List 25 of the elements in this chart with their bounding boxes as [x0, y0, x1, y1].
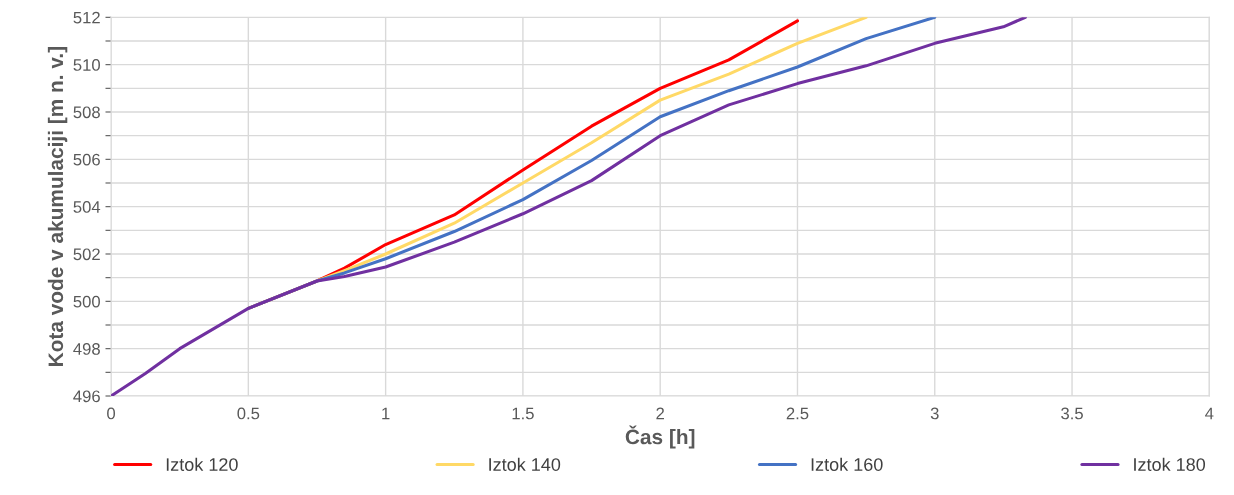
y-tick-label: 500: [73, 295, 100, 308]
y-axis-title: Kota vode v akumulaciji [m n. v.]: [47, 47, 68, 366]
line-series: [111, 17, 1027, 396]
x-tick-label: 4: [1205, 407, 1214, 420]
legend-label: Iztok 160: [811, 457, 883, 471]
y-tick-label: 496: [73, 390, 100, 403]
x-axis-title: Čas [h]: [625, 425, 695, 449]
x-tick-label: 3.5: [1061, 407, 1083, 420]
y-tick-label: 502: [73, 248, 100, 261]
legend-label: Iztok 180: [1134, 457, 1206, 471]
x-tick-label: 2.5: [786, 407, 809, 420]
x-tick-label: 1.5: [512, 407, 534, 420]
y-tick-label: 512: [73, 11, 100, 24]
y-tick-label: 508: [73, 106, 100, 119]
x-tick-label: 0: [107, 407, 116, 420]
y-tick-label: 506: [73, 153, 100, 166]
x-tick-label: 2: [656, 407, 664, 420]
y-tick-label: 498: [73, 343, 100, 355]
y-tick-label: 504: [73, 201, 101, 213]
legend-label: Iztok 140: [489, 457, 561, 471]
x-tick-label: 3: [930, 407, 939, 420]
x-tick-label: 0.5: [237, 407, 260, 420]
legend-label: Iztok 120: [166, 457, 238, 471]
x-tick-label: 1: [382, 407, 390, 420]
y-tick-label: 510: [73, 59, 100, 71]
